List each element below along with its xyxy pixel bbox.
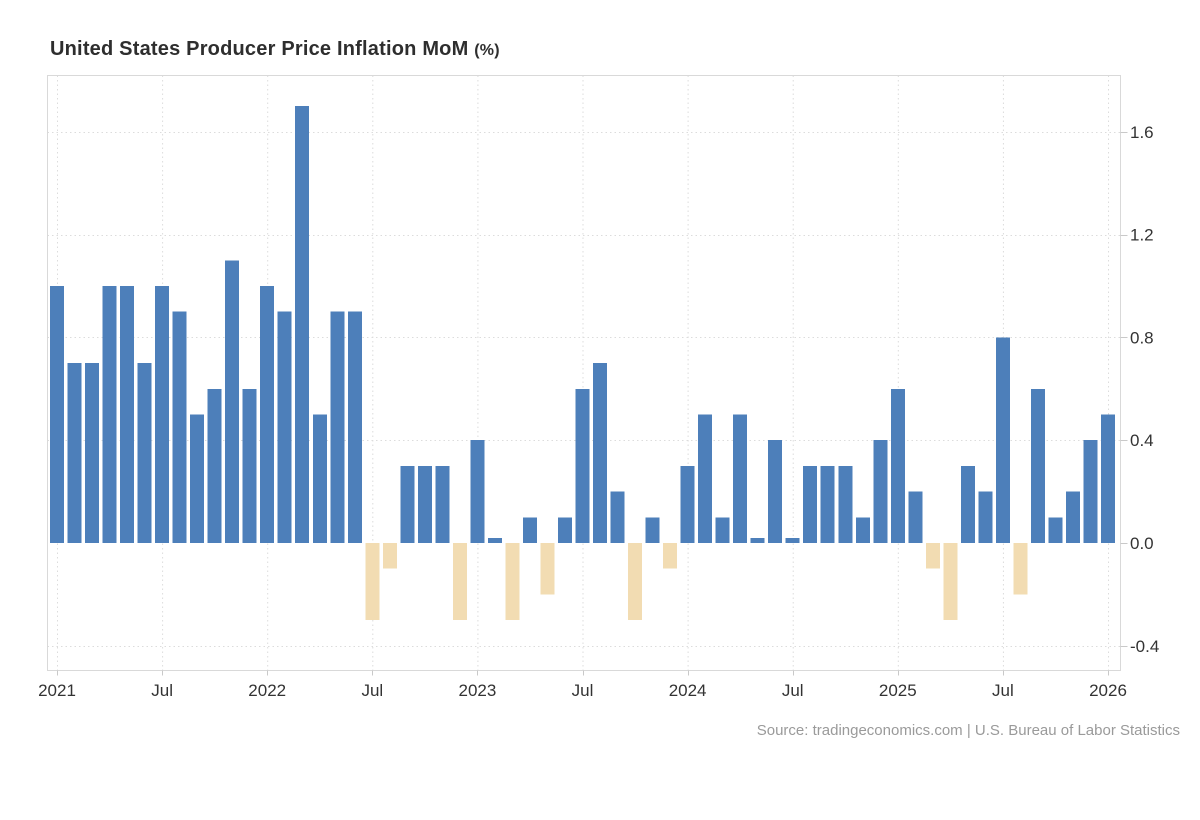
y-axis-label: 1.6 [1130,123,1154,142]
bar-2022-09[interactable] [400,465,415,543]
bar-2023-10[interactable] [628,543,643,621]
bar-2024-06[interactable] [768,440,783,543]
bar-2025-07[interactable] [995,337,1010,543]
bar-2023-06[interactable] [558,517,572,543]
chart-title-text: United States Producer Price Inflation M… [50,38,469,60]
y-axis-label: -0.4 [1130,637,1159,656]
x-axis-label: 2026 [1089,681,1127,700]
bar-2022-03[interactable] [295,106,310,543]
bar-2021-04[interactable] [102,286,117,543]
bar-2023-03[interactable] [505,543,520,621]
bar-2021-02[interactable] [67,363,82,543]
bar-2021-11[interactable] [225,260,240,543]
bar-2024-10[interactable] [838,465,853,543]
bar-2024-03[interactable] [715,517,730,543]
bar-2024-02[interactable] [698,414,713,544]
bar-2021-09[interactable] [190,414,205,544]
bar-2021-07[interactable] [155,286,170,543]
bar-2024-05[interactable] [750,538,765,543]
chart-title: United States Producer Price Inflation M… [50,38,500,61]
bar-2022-06[interactable] [347,311,362,543]
source-attribution: Source: tradingeconomics.com | U.S. Bure… [756,722,1180,739]
plot-frame [47,75,1121,671]
bar-2022-07[interactable] [365,543,380,621]
bar-2021-06[interactable] [137,363,152,543]
x-axis-label: Jul [992,681,1014,700]
bar-2024-09[interactable] [820,465,835,543]
bar-2024-11[interactable] [855,517,870,543]
bar-2025-08[interactable] [1013,543,1028,595]
bar-2025-03[interactable] [925,543,940,569]
bar-2026-01[interactable] [1101,414,1115,544]
y-axis-label: 0.0 [1130,534,1154,553]
x-axis-label: Jul [782,681,804,700]
bar-2025-09[interactable] [1031,388,1045,543]
x-axis-label: Jul [572,681,594,700]
bar-2021-12[interactable] [242,388,257,543]
bar-2024-07[interactable] [785,538,800,543]
x-axis-label: Jul [151,681,173,700]
bar-2022-05[interactable] [330,311,345,543]
bar-2024-12[interactable] [873,440,888,543]
bar-2025-05[interactable] [960,465,975,543]
bar-2021-08[interactable] [172,311,187,543]
x-axis-label: 2021 [38,681,76,700]
x-axis-label: 2022 [248,681,286,700]
bar-2025-02[interactable] [908,491,923,543]
bar-2021-01[interactable] [50,286,64,543]
bar-2022-10[interactable] [417,465,432,543]
bar-2024-04[interactable] [733,414,748,544]
bar-2025-10[interactable] [1048,517,1063,543]
bar-2023-02[interactable] [487,538,502,543]
bar-2021-05[interactable] [120,286,135,543]
bar-2023-04[interactable] [523,517,537,543]
bar-2022-02[interactable] [277,311,292,543]
bar-2024-08[interactable] [803,465,818,543]
bar-2023-11[interactable] [645,517,660,543]
bar-2023-09[interactable] [610,491,625,543]
bar-2025-01[interactable] [890,388,905,543]
bar-2022-08[interactable] [382,543,397,569]
bar-2023-05[interactable] [540,543,555,595]
bar-2025-06[interactable] [978,491,993,543]
bar-2022-01[interactable] [260,286,275,543]
x-axis-label: 2025 [879,681,917,700]
ppi-bar-chart: 2021 Jul 2022 Jul 2023 Jul 2024 Jul 2025 Jul 2026 1… [38,75,1159,700]
bar-2022-11[interactable] [435,465,450,543]
bar-2021-10[interactable] [207,388,222,543]
chart-title-unit: (%) [474,42,500,59]
bar-2025-04[interactable] [943,543,958,621]
bar-2023-08[interactable] [593,363,607,543]
x-axis-label: Jul [361,681,383,700]
y-axis-label: 0.4 [1130,431,1154,450]
y-axis-label: 1.2 [1130,226,1154,245]
x-axis-label: 2023 [458,681,496,700]
x-axis-labels: 2021 Jul 2022 Jul 2023 Jul 2024 Jul 2025 Jul 2026 [38,681,1127,700]
x-axis-label: 2024 [669,681,707,700]
bar-2023-07[interactable] [575,388,590,543]
bar-2025-12[interactable] [1083,440,1098,543]
y-axis-labels: 1.6 1.2 0.8 0.4 0.0 -0.4 [1130,123,1159,656]
y-axis-label: 0.8 [1130,328,1154,347]
bar-2022-12[interactable] [452,543,467,621]
bar-2024-01[interactable] [680,465,695,543]
bar-2021-03[interactable] [85,363,99,543]
bar-2023-01[interactable] [470,440,485,543]
bar-2022-04[interactable] [312,414,327,544]
bars [50,106,1115,621]
tick-marks [57,132,1128,676]
bar-2023-12[interactable] [663,543,678,569]
bar-2025-11[interactable] [1066,491,1080,543]
